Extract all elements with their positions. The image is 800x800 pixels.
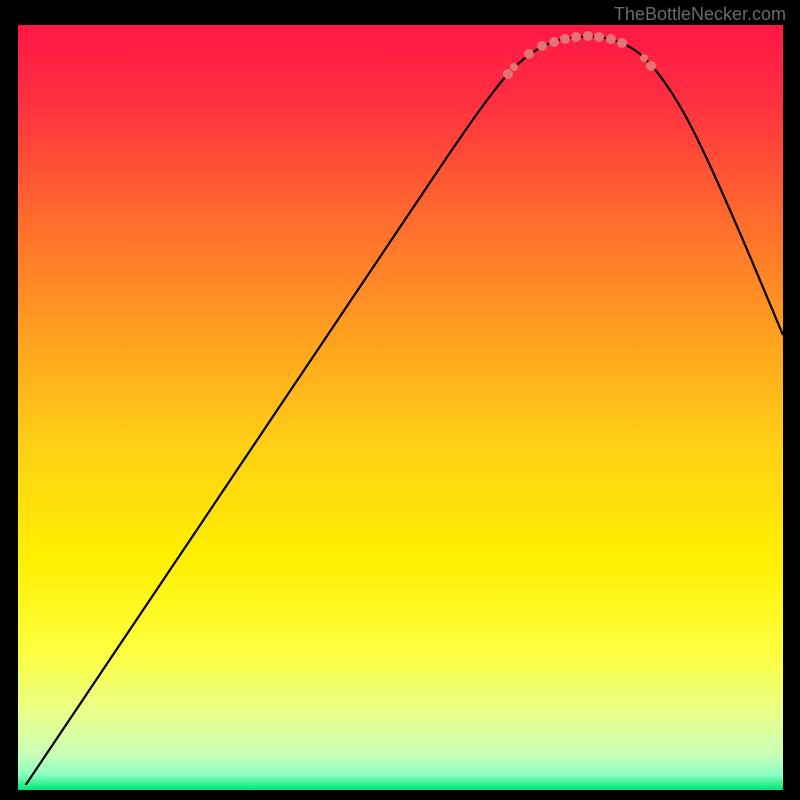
curve-marker <box>571 32 581 42</box>
curve-marker <box>617 38 627 48</box>
curve-marker <box>640 54 648 62</box>
curve-marker <box>594 32 604 42</box>
curve-marker <box>560 34 570 44</box>
curve-marker <box>583 31 593 41</box>
curve-marker <box>537 41 547 51</box>
curve-marker <box>510 63 518 71</box>
attribution-text: TheBottleNecker.com <box>614 4 786 25</box>
bottleneck-chart <box>18 25 783 785</box>
curve-marker <box>606 34 616 44</box>
curve-marker <box>524 49 534 59</box>
curve-marker <box>503 69 513 79</box>
curve-marker <box>549 37 559 47</box>
curve-markers <box>18 25 783 785</box>
curve-marker <box>646 61 656 71</box>
